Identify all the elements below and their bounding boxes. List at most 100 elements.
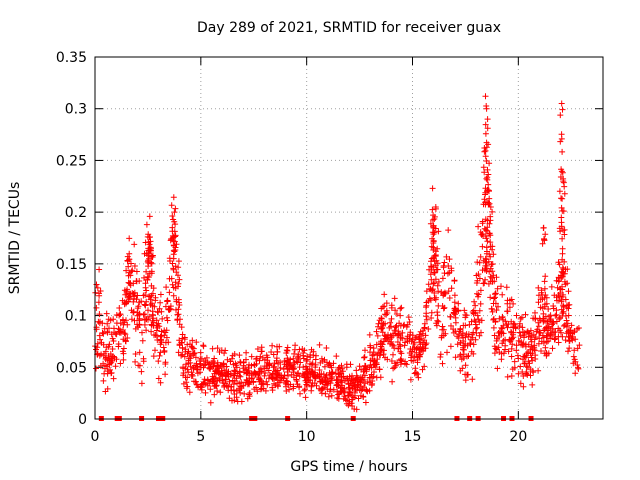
data-point <box>103 310 110 317</box>
data-point <box>124 253 131 260</box>
data-point <box>540 315 547 322</box>
data-point <box>133 268 140 275</box>
data-point <box>345 402 352 409</box>
data-point <box>558 329 564 336</box>
data-point <box>163 334 170 341</box>
data-point <box>136 299 143 306</box>
data-point <box>335 379 341 386</box>
data-point <box>184 374 191 381</box>
data-point <box>283 363 290 370</box>
data-point <box>378 338 385 345</box>
data-point <box>214 388 221 394</box>
data-point <box>500 330 507 337</box>
data-point <box>541 235 547 242</box>
data-point <box>484 187 491 194</box>
data-point <box>258 385 265 392</box>
data-point <box>151 332 157 339</box>
data-point <box>476 319 483 326</box>
y-tick-label: 0.15 <box>56 257 87 273</box>
data-point <box>142 316 149 323</box>
data-point <box>477 287 484 294</box>
data-point <box>571 329 578 336</box>
data-point <box>490 315 497 322</box>
data-point <box>149 311 156 318</box>
data-point <box>363 368 370 375</box>
data-point <box>157 299 164 306</box>
data-point <box>508 353 515 360</box>
data-point <box>158 308 165 315</box>
data-point <box>170 234 177 241</box>
data-point <box>211 391 218 398</box>
data-point <box>145 307 151 314</box>
data-point <box>136 278 143 284</box>
data-point <box>560 291 567 298</box>
data-point <box>236 385 243 392</box>
data-point <box>292 342 299 349</box>
data-point <box>152 347 158 354</box>
data-point <box>157 333 164 340</box>
data-point <box>451 278 458 284</box>
data-point <box>576 342 583 349</box>
data-point <box>203 354 210 361</box>
data-point <box>145 252 151 259</box>
data-point <box>257 353 264 360</box>
data-point <box>171 209 178 216</box>
data-point <box>483 259 490 266</box>
x-tick-label: 0 <box>91 429 100 445</box>
data-point <box>335 371 342 378</box>
data-point <box>541 285 548 292</box>
data-point <box>176 276 183 283</box>
data-point <box>170 265 177 272</box>
data-point <box>490 324 497 331</box>
data-point <box>423 299 430 306</box>
data-point <box>261 372 268 379</box>
data-point <box>338 370 345 377</box>
data-point <box>558 296 565 303</box>
data-point <box>561 190 568 197</box>
data-point <box>421 363 428 370</box>
data-point <box>349 403 356 409</box>
data-point <box>94 284 101 291</box>
data-point <box>412 335 419 341</box>
data-point <box>263 378 270 385</box>
data-point <box>376 366 383 373</box>
data-point <box>371 357 378 364</box>
data-point <box>434 282 441 289</box>
data-point <box>373 328 380 335</box>
data-point <box>237 359 244 366</box>
data-point <box>285 359 292 366</box>
data-point <box>101 370 108 377</box>
data-point <box>427 220 434 227</box>
data-point <box>130 298 137 305</box>
data-point <box>222 380 229 387</box>
data-point <box>150 353 157 360</box>
data-point <box>274 382 281 389</box>
data-point <box>224 356 231 363</box>
data-point <box>560 303 567 310</box>
data-point <box>485 141 492 148</box>
x-tick-label: 5 <box>196 429 205 445</box>
data-point <box>293 358 300 365</box>
data-point <box>110 375 117 382</box>
data-point <box>130 309 137 316</box>
data-point <box>299 370 306 377</box>
data-point <box>397 357 404 364</box>
data-point <box>547 331 554 338</box>
data-point <box>220 360 227 367</box>
data-point <box>262 370 269 376</box>
data-point <box>307 351 314 358</box>
data-point <box>369 378 376 384</box>
data-point <box>151 303 158 310</box>
data-point <box>454 341 461 348</box>
data-point <box>335 395 342 402</box>
data-point <box>398 350 405 357</box>
data-point <box>106 341 113 348</box>
data-point <box>532 352 539 359</box>
data-point <box>481 196 488 203</box>
data-point <box>302 394 309 401</box>
data-point <box>221 367 228 374</box>
data-point <box>558 195 564 202</box>
data-point <box>366 331 373 338</box>
data-point <box>301 387 308 394</box>
data-point <box>552 312 559 319</box>
